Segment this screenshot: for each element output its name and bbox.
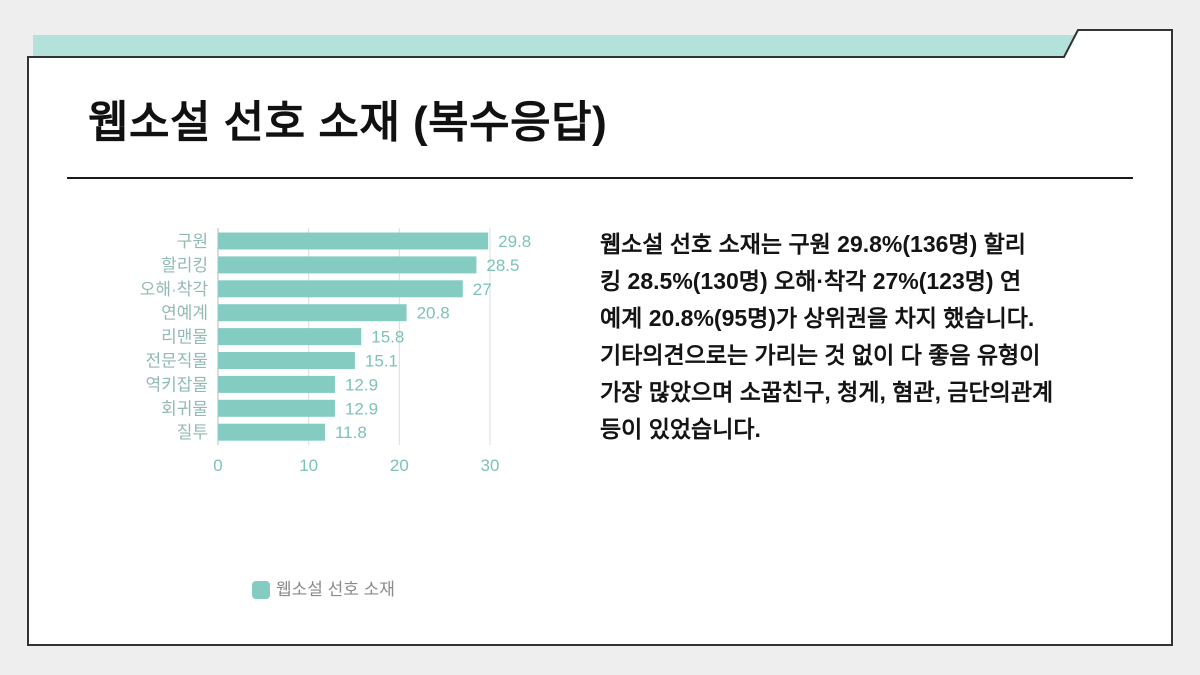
value-label-3: 27 [473,280,492,299]
slide-card [27,29,1173,646]
category-label-5: 리맨물 [161,328,208,347]
title-divider [67,177,1133,179]
value-label-1: 29.8 [498,232,531,251]
category-label-8: 회귀물 [161,399,208,418]
x-tick-label-20: 20 [390,456,409,475]
summary-line: 등이 있었습니다. [600,416,761,442]
summary-line: 킹 28.5%(130명) 오해·착각 27%(123명) 연 [600,268,1022,294]
category-label-7: 역키잡물 [145,375,208,394]
bar-chart: 구원 29.8 할리킹 28.5 오해·착각 27 연예계 20.8 리맨물 15.8 전문직물 15… [140,228,531,475]
summary-text: 웹소설 선호 소재는 구원 29.8%(136명) 할리 킹 28.5%(130… [600,226,1160,448]
bar-6 [218,352,355,369]
bar-9 [218,423,325,441]
chart-legend: 웹소설 선호 소재 [252,579,395,601]
bar-5 [218,328,362,346]
category-label-1: 구원 [177,232,208,251]
accent-strip [33,35,1075,57]
category-label-4: 연예계 [161,304,208,323]
category-label-6: 전문직물 [145,352,208,371]
value-label-6: 15.1 [365,352,398,371]
value-label-7: 12.9 [345,375,378,394]
value-label-8: 12.9 [345,399,378,418]
bar-3 [218,280,463,298]
summary-line: 예계 20.8%(95명)가 상위권을 차지 했습니다. [600,305,1035,331]
summary-line: 가장 많았으며 소꿉친구, 청게, 혐관, 금단의관계 [600,379,1054,405]
bar-7 [218,375,335,393]
x-tick-label-0: 0 [213,456,222,475]
x-tick-label-30: 30 [481,456,500,475]
value-label-5: 15.8 [371,328,404,347]
category-label-2: 할리킹 [161,256,208,275]
bar-2 [218,256,477,274]
category-label-9: 질투 [177,423,208,442]
value-label-4: 20.8 [417,304,450,323]
summary-line: 웹소설 선호 소재는 구원 29.8%(136명) 할리 [600,231,1026,257]
bar-8 [218,399,335,417]
slide-title: 웹소설 선호 소재 (복수응답) [88,98,608,147]
legend-label: 웹소설 선호 소재 [276,580,395,599]
value-label-2: 28.5 [486,256,519,275]
summary-line: 기타의견으로는 가리는 것 없이 다 좋음 유형이 [600,342,1041,368]
bar-1 [218,232,489,250]
value-label-9: 11.8 [335,423,367,442]
bar-4 [218,304,407,322]
x-tick-label-10: 10 [299,456,318,475]
legend-swatch [252,581,270,599]
category-label-3: 오해·착각 [140,280,209,299]
